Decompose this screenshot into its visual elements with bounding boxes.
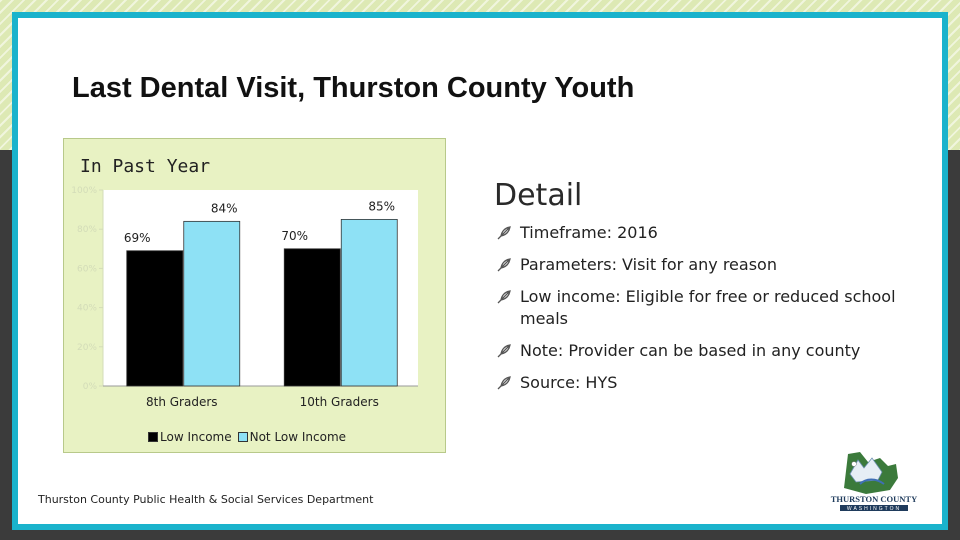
chart-panel: In Past Year bbox=[63, 138, 446, 453]
feather-bullet-icon bbox=[497, 344, 511, 358]
detail-item-text: Note: Provider can be based in any count… bbox=[520, 341, 861, 360]
detail-item-text: Timeframe: 2016 bbox=[520, 223, 658, 242]
feather-bullet-icon bbox=[497, 376, 511, 390]
detail-item-parameters: Parameters: Visit for any reason bbox=[496, 254, 896, 276]
legend-item-not-low-income: Not Low Income bbox=[237, 430, 347, 444]
detail-item-text: Low income: Eligible for free or reduced… bbox=[520, 287, 896, 328]
department-footer: Thurston County Public Health & Social S… bbox=[38, 493, 374, 506]
detail-item-text: Parameters: Visit for any reason bbox=[520, 255, 777, 274]
legend-label-low-income: Low Income bbox=[160, 430, 232, 444]
logo-subtext: WASHINGTON bbox=[847, 506, 901, 512]
detail-item-source: Source: HYS bbox=[496, 372, 896, 394]
detail-item-note: Note: Provider can be based in any count… bbox=[496, 340, 896, 362]
detail-item-text: Source: HYS bbox=[520, 373, 618, 392]
detail-heading: Detail bbox=[494, 178, 583, 213]
legend-swatch-not-low-income bbox=[237, 432, 248, 442]
chart-title: In Past Year bbox=[80, 156, 211, 177]
thurston-county-logo: THURSTON COUNTY WASHINGTON bbox=[831, 452, 918, 512]
chart-legend: Low Income Not Low Income bbox=[148, 430, 348, 444]
legend-swatch-low-income bbox=[148, 432, 158, 442]
detail-item-low-income: Low income: Eligible for free or reduced… bbox=[496, 286, 896, 330]
slide-title: Last Dental Visit, Thurston County Youth bbox=[72, 72, 635, 104]
legend-label-not-low-income: Not Low Income bbox=[249, 430, 347, 444]
feather-bullet-icon bbox=[497, 290, 511, 304]
feather-bullet-icon bbox=[497, 258, 511, 272]
logo-text: THURSTON COUNTY bbox=[831, 494, 918, 504]
legend-item-low-income: Low Income bbox=[148, 430, 232, 444]
feather-bullet-icon bbox=[497, 226, 511, 240]
detail-item-timeframe: Timeframe: 2016 bbox=[496, 222, 896, 244]
detail-list: Timeframe: 2016 Parameters: Visit for an… bbox=[496, 222, 896, 404]
